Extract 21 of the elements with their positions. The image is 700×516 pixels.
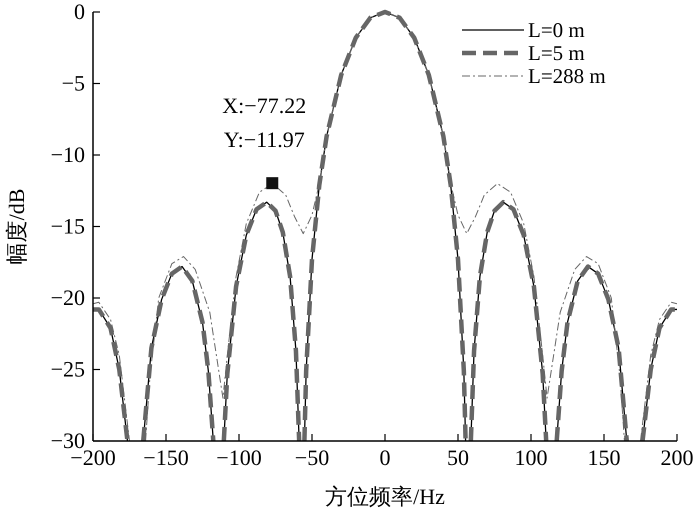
x-tick-label: −150 <box>143 445 189 470</box>
x-tick-label: 100 <box>514 445 548 470</box>
legend-label: L=288 m <box>528 64 606 88</box>
x-tick-label: 0 <box>380 445 390 470</box>
legend-label: L=5 m <box>528 41 585 65</box>
x-tick-label: −100 <box>216 445 262 470</box>
y-tick-label: −25 <box>50 356 85 382</box>
y-tick-label: −5 <box>62 70 85 96</box>
annotation: Y:−11.97 <box>224 127 305 152</box>
x-tick-label: 150 <box>588 445 620 470</box>
x-tick-label: 200 <box>660 445 694 470</box>
y-tick-label: −10 <box>50 142 85 167</box>
legend-label: L=0 m <box>528 18 585 42</box>
x-tick-label: −50 <box>294 445 330 470</box>
y-tick-label: −15 <box>50 214 85 238</box>
y-tick-label: 0 <box>74 0 85 24</box>
x-tick-label: 50 <box>447 445 469 470</box>
y-tick-label: −20 <box>50 285 85 310</box>
y-axis-title: 幅度/dB <box>4 188 29 264</box>
x-axis-title: 方位频率/Hz <box>325 484 446 509</box>
annotation: X:−77.22 <box>222 93 306 118</box>
